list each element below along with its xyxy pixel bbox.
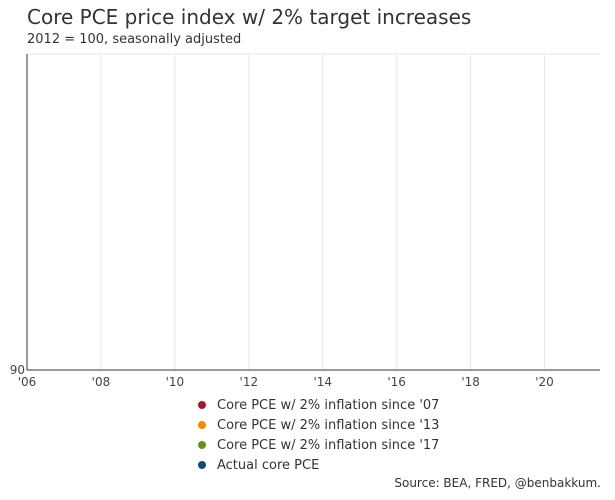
legend-item[interactable]: Actual core PCE xyxy=(196,455,439,475)
legend-item[interactable]: Core PCE w/ 2% inflation since '13 xyxy=(196,415,439,435)
legend-marker xyxy=(198,461,206,469)
x-tick-label: '12 xyxy=(240,375,259,389)
chart-title: Core PCE price index w/ 2% target increa… xyxy=(27,5,472,29)
legend-label: Core PCE w/ 2% inflation since '07 xyxy=(217,397,440,413)
x-tick-label: '06 xyxy=(18,375,37,389)
x-tick-label: '18 xyxy=(461,375,480,389)
legend-label: Core PCE w/ 2% inflation since '17 xyxy=(217,437,440,453)
x-tick-label: '16 xyxy=(387,375,406,389)
legend-label: Actual core PCE xyxy=(217,457,320,473)
chart-subtitle: 2012 = 100, seasonally adjusted xyxy=(27,32,242,47)
x-tick-label: '20 xyxy=(535,375,554,389)
legend-marker xyxy=(198,401,206,409)
y-tick-labels: 90 xyxy=(10,363,25,377)
legend-item[interactable]: Core PCE w/ 2% inflation since '07 xyxy=(196,395,439,415)
legend-marker xyxy=(198,421,206,429)
x-tick-labels: '06 '08 '10 '12 '14 '16 '18 '20 xyxy=(18,375,554,389)
x-tick-label: '14 xyxy=(313,375,332,389)
x-tick-label: '08 xyxy=(92,375,111,389)
legend-marker xyxy=(198,441,206,449)
gridlines xyxy=(27,53,600,370)
y-tick-label: 90 xyxy=(10,363,25,377)
legend: Core PCE w/ 2% inflation since '07 Core … xyxy=(196,395,439,475)
axes xyxy=(26,54,600,371)
legend-item[interactable]: Core PCE w/ 2% inflation since '17 xyxy=(196,435,439,455)
x-tick-label: '10 xyxy=(166,375,185,389)
legend-label: Core PCE w/ 2% inflation since '13 xyxy=(217,417,440,433)
source-note: Source: BEA, FRED, @benbakkum. xyxy=(394,476,601,490)
